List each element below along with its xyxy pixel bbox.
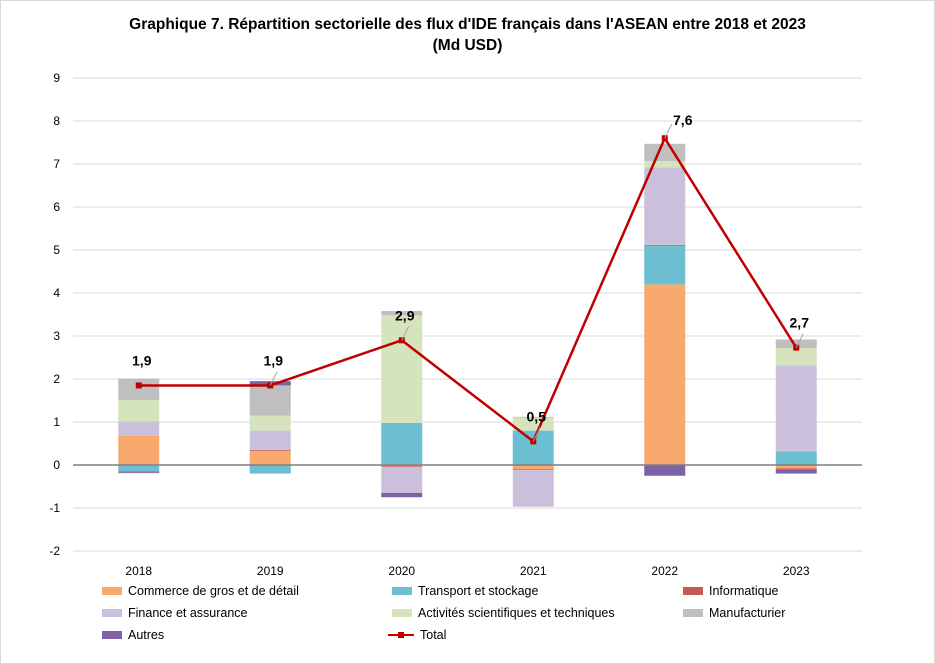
total-marker: [135, 382, 142, 389]
y-tick-label: 7: [53, 157, 60, 171]
x-tick-label: 2022: [651, 564, 678, 578]
data-label-leader: [401, 326, 410, 341]
data-label-leader: [664, 123, 673, 139]
bar-segment: [118, 435, 160, 465]
bar-segment: [381, 315, 423, 423]
bar-segment: [249, 415, 291, 431]
bar-segment: [775, 469, 817, 474]
y-tick-label: 8: [53, 114, 60, 128]
data-label: 2,7: [790, 315, 810, 331]
bar-segment: [381, 311, 423, 316]
bar-segment: [381, 492, 423, 498]
bar-segment: [775, 451, 817, 465]
data-label: 1,9: [264, 352, 284, 368]
y-tick-label: 0: [53, 458, 60, 472]
bar-segment: [644, 167, 686, 245]
x-tick-label: 2020: [388, 564, 415, 578]
total-line: [138, 135, 798, 444]
data-label-leader: [532, 427, 541, 442]
bar-segment: [644, 244, 686, 246]
y-tick-label: 6: [53, 200, 60, 214]
bar-segment: [381, 422, 423, 465]
y-tick-label: 9: [53, 71, 60, 85]
bar-segment: [118, 378, 160, 401]
bar-segment: [644, 245, 686, 285]
bar-segment: [249, 449, 291, 451]
x-tick-label: 2019: [257, 564, 284, 578]
bar-segment: [381, 466, 423, 468]
y-tick-label: 1: [53, 415, 60, 429]
y-tick-label: -2: [49, 544, 60, 558]
bar-segment: [118, 471, 160, 473]
data-label: 2,9: [395, 307, 415, 323]
bar-segment: [775, 339, 817, 349]
bar-segment: [118, 400, 160, 422]
bar-segment: [249, 465, 291, 474]
y-tick-label: -1: [49, 501, 60, 515]
bar-segment: [644, 465, 686, 476]
bar-segment: [512, 465, 554, 470]
bar-segment: [249, 450, 291, 465]
data-label-leader: [795, 333, 804, 348]
x-tick-label: 2023: [783, 564, 810, 578]
bar-segment: [512, 417, 554, 431]
bar-segment: [381, 467, 423, 493]
bar-segment: [775, 468, 817, 470]
y-tick-label: 4: [53, 286, 60, 300]
bar-segment: [775, 348, 817, 366]
bar-segment: [118, 421, 160, 436]
data-label-leader: [269, 371, 278, 386]
bar-segment: [775, 465, 817, 469]
bar-segment: [512, 416, 554, 418]
bar-segment: [249, 385, 291, 416]
y-tick-label: 2: [53, 372, 60, 386]
bar-segment: [512, 430, 554, 465]
chart-title-line1: Graphique 7. Répartition sectorielle des…: [129, 16, 806, 33]
bar-segment: [249, 430, 291, 450]
bar-segment: [775, 365, 817, 452]
bar-segment: [644, 284, 686, 465]
y-tick-label: 5: [53, 243, 60, 257]
bar-segment: [118, 465, 160, 472]
data-label: 0,5: [527, 408, 547, 424]
bar-segment: [512, 469, 554, 471]
bar-segment: [644, 143, 686, 161]
y-tick-label: 3: [53, 329, 60, 343]
data-label: 7,6: [673, 112, 693, 128]
data-label: 1,9: [132, 352, 152, 368]
x-tick-label: 2021: [520, 564, 547, 578]
bar-segment: [644, 160, 686, 168]
bar-segment: [118, 472, 160, 474]
bar-segment: [512, 470, 554, 507]
chart-subtitle: (Md USD): [432, 37, 503, 54]
x-tick-label: 2018: [125, 564, 152, 578]
chart-title: Graphique 7. Répartition sectorielle des…: [0, 14, 935, 56]
